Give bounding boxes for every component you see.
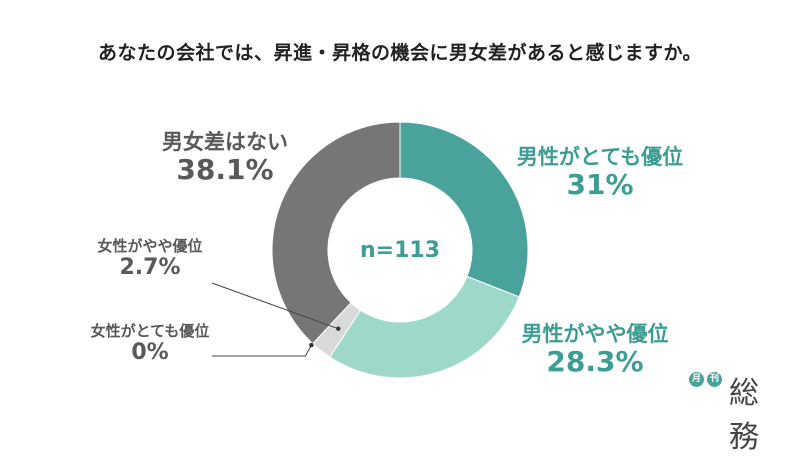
- label-male-somewhat-name: 男性がやや優位: [521, 322, 669, 346]
- leader-female-somewhat: [211, 282, 339, 330]
- center-label: n=113: [360, 238, 440, 263]
- logo-text: 総務: [729, 376, 760, 455]
- label-male-somewhat: 男性がやや優位 28.3%: [505, 322, 685, 378]
- label-no-difference-name: 男女差はない: [162, 130, 288, 154]
- slice-male-somewhat: [329, 275, 520, 379]
- label-male-much-name: 男性がとても優位: [516, 145, 684, 169]
- leader-female-much: [212, 344, 312, 357]
- label-no-difference: 男女差はない 38.1%: [150, 130, 300, 186]
- label-female-much: 女性がとても優位 0%: [75, 322, 225, 366]
- leader-female-much-dot: [309, 342, 314, 348]
- label-male-somewhat-value: 28.3%: [546, 345, 644, 379]
- slice-male-much: [399, 121, 529, 298]
- label-female-much-name: 女性がとても優位: [90, 322, 210, 340]
- label-no-difference-value: 38.1%: [176, 153, 274, 187]
- slice-no-difference: [271, 121, 401, 345]
- logo-badge-tsuki: 月: [689, 372, 704, 387]
- chart-title: あなたの会社では、昇進・昇格の機会に男女差があると感じますか。: [97, 42, 703, 64]
- label-female-somewhat: 女性がやや優位 2.7%: [75, 237, 225, 281]
- label-female-much-value: 0%: [131, 340, 169, 366]
- label-male-much-value: 31%: [566, 168, 634, 202]
- gekkan-soumu-logo: 月 刊 総務: [689, 368, 789, 455]
- logo-badge-kan: 刊: [707, 372, 722, 387]
- donut-slices: [271, 121, 529, 379]
- leader-female-somewhat-dot: [336, 326, 341, 331]
- label-female-somewhat-name: 女性がやや優位: [97, 237, 203, 255]
- leader-lines: [211, 282, 341, 357]
- label-male-much: 男性がとても優位 31%: [505, 145, 695, 201]
- label-female-somewhat-value: 2.7%: [119, 255, 181, 281]
